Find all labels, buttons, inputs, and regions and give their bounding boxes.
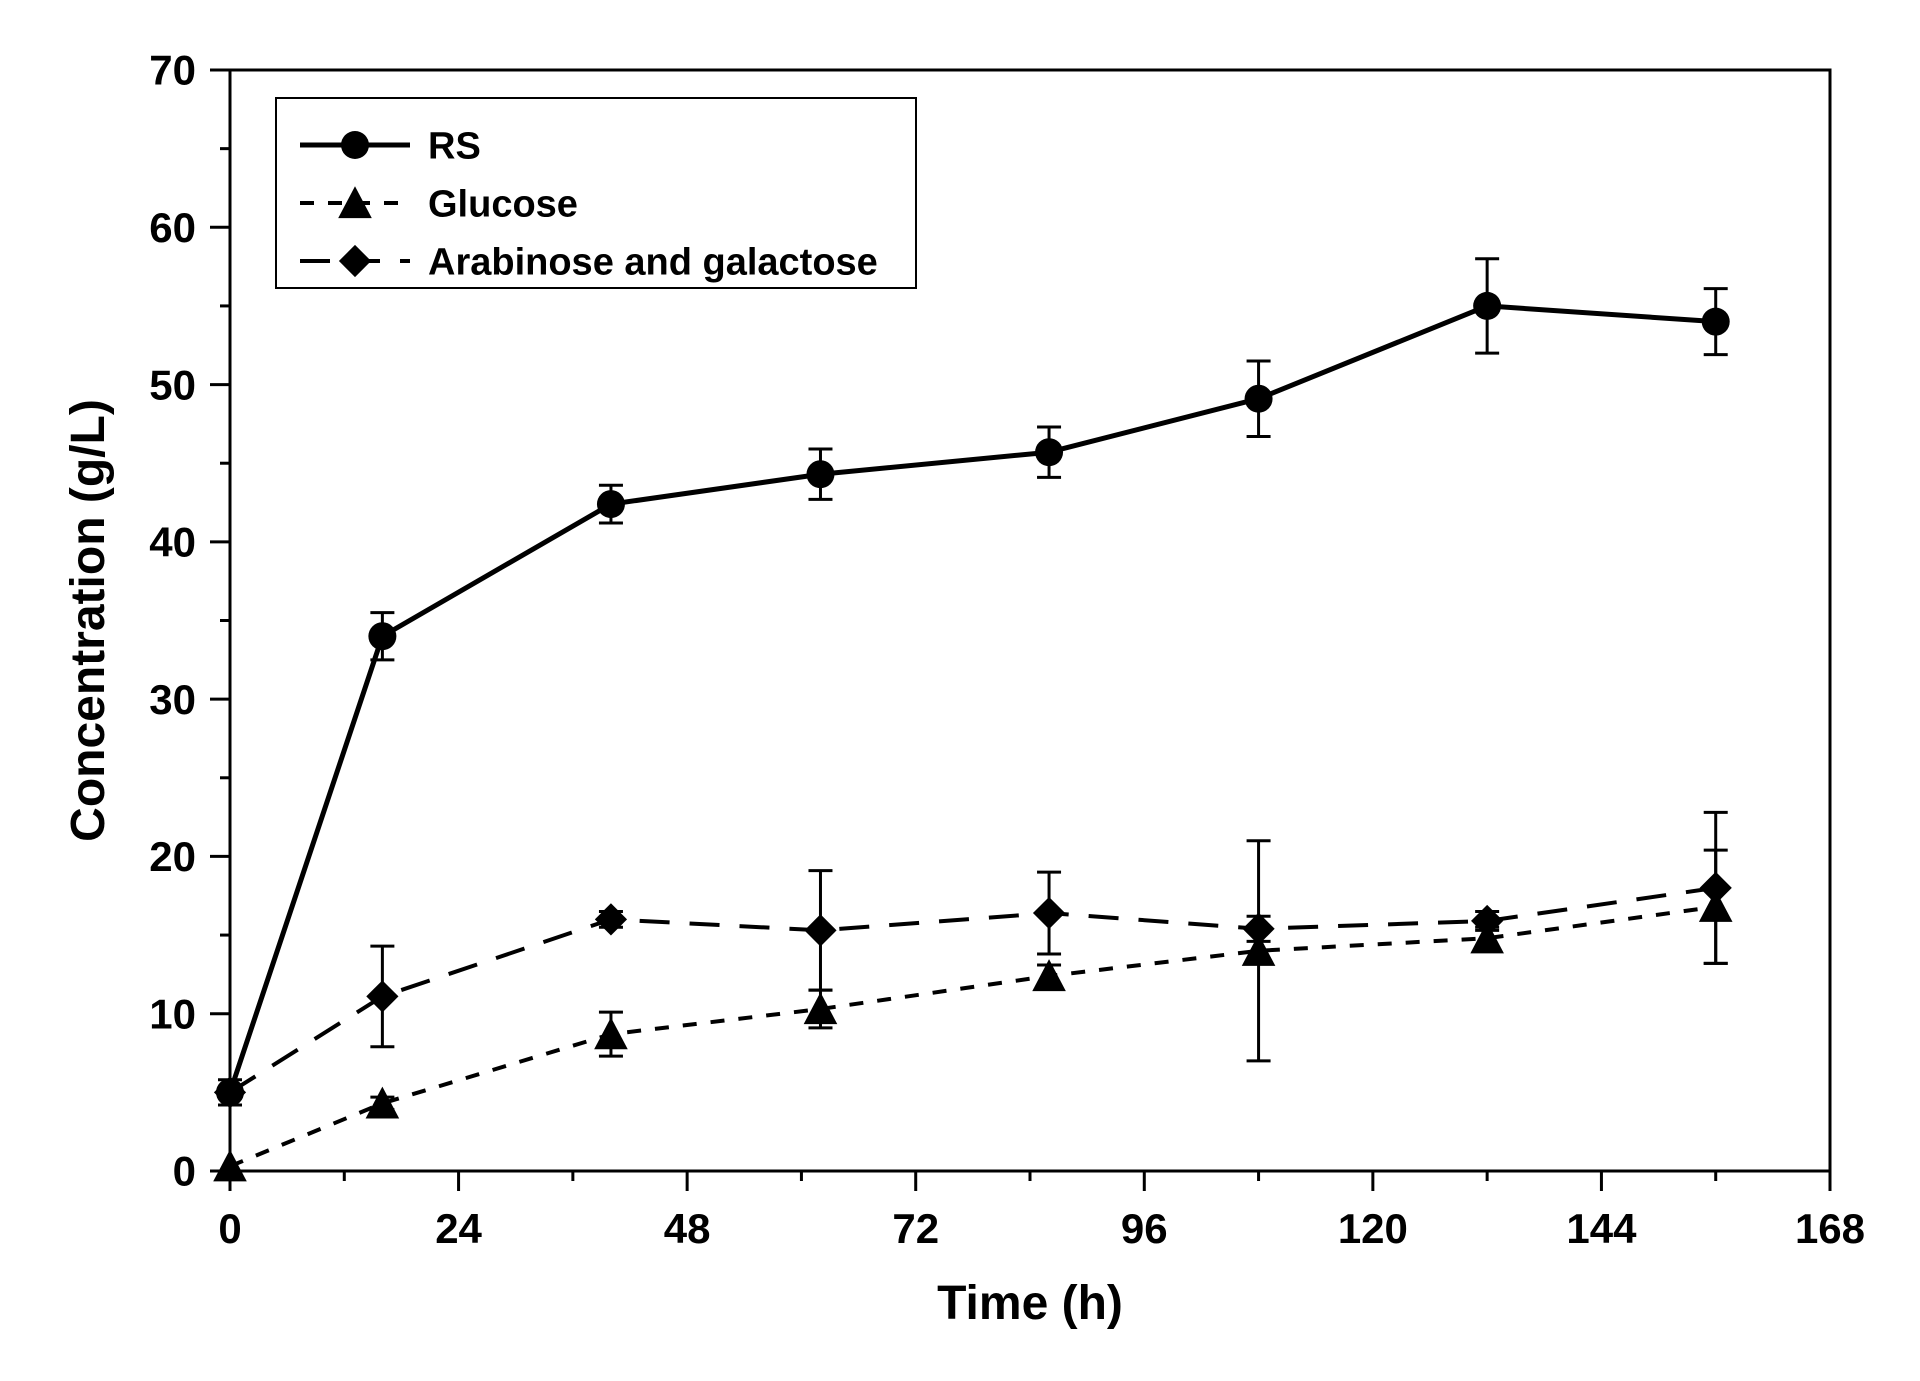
- svg-text:70: 70: [149, 47, 196, 94]
- svg-text:0: 0: [173, 1148, 196, 1195]
- svg-text:30: 30: [149, 676, 196, 723]
- chart-svg: 0 24 48 72 96 120 144 168 Time (h) 0 10 20 30 40 50 60 7…: [0, 0, 1920, 1381]
- svg-text:20: 20: [149, 833, 196, 880]
- y-axis-title: Concentration (g/L): [62, 399, 115, 842]
- svg-text:120: 120: [1338, 1205, 1408, 1252]
- svg-text:24: 24: [435, 1205, 482, 1252]
- svg-text:144: 144: [1566, 1205, 1637, 1252]
- x-axis-title: Time (h): [937, 1277, 1123, 1330]
- svg-text:50: 50: [149, 361, 196, 408]
- svg-text:168: 168: [1795, 1205, 1865, 1252]
- concentration-time-chart: 0 24 48 72 96 120 144 168 Time (h) 0 10 20 30 40 50 60 7…: [0, 0, 1920, 1381]
- svg-text:10: 10: [149, 990, 196, 1037]
- svg-text:48: 48: [664, 1205, 711, 1252]
- svg-text:72: 72: [892, 1205, 939, 1252]
- legend-label-glucose: Glucose: [428, 183, 578, 225]
- svg-text:40: 40: [149, 519, 196, 566]
- svg-text:96: 96: [1121, 1205, 1168, 1252]
- legend-label-rs: RS: [428, 125, 481, 167]
- svg-text:60: 60: [149, 204, 196, 251]
- svg-text:0: 0: [218, 1205, 241, 1252]
- legend-label-arabinose-galactose: Arabinose and galactose: [428, 241, 878, 283]
